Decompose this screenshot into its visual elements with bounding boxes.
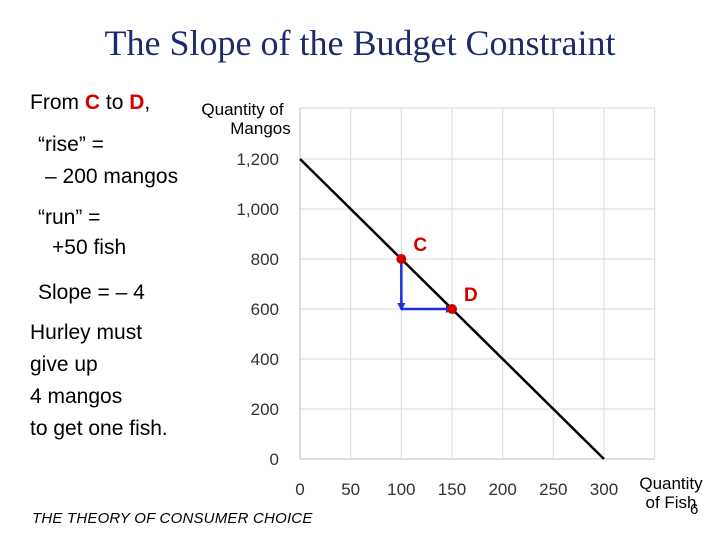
rise-line1: “rise” = xyxy=(38,133,104,156)
point-c-label: C xyxy=(413,235,427,256)
x-tick-label: 300 xyxy=(590,480,618,499)
from-c-to-d-text: From C to D, xyxy=(30,88,150,118)
y-tick-label: 400 xyxy=(251,350,279,369)
arrows xyxy=(397,259,454,313)
from-suffix: , xyxy=(144,91,151,114)
run-line2: +50 fish xyxy=(52,236,127,259)
slide-title: The Slope of the Budget Constraint xyxy=(104,23,616,63)
hurley-line1: Hurley must xyxy=(30,321,143,344)
x-axis-title-line1: Quantity xyxy=(639,474,703,493)
point-d-marker xyxy=(446,304,457,314)
y-axis-title-line1: Quantity of xyxy=(201,100,284,119)
rise-line2: – 200 mangos xyxy=(45,165,179,188)
slope-text: Slope = – 4 xyxy=(38,281,145,304)
point-d-ref: D xyxy=(129,91,145,114)
y-axis-title-line2: Mangos xyxy=(230,119,291,138)
point-d-label: D xyxy=(464,285,478,306)
page-number: 6 xyxy=(690,501,699,518)
footer-text: THE THEORY OF CONSUMER CHOICE xyxy=(32,510,313,527)
y-axis-title: Quantity of Mangos xyxy=(190,100,295,138)
hurley-line4: to get one fish. xyxy=(30,417,168,440)
x-tick-label: 0 xyxy=(295,480,304,499)
run-line1: “run” = xyxy=(38,206,101,229)
x-tick-labels: 0 50 100 150 200 250 300 xyxy=(295,480,618,499)
x-tick-label: 100 xyxy=(387,480,415,499)
y-tick-label: 1,200 xyxy=(236,150,279,169)
y-tick-label: 1,000 xyxy=(236,200,279,219)
points: CD xyxy=(396,235,478,314)
y-tick-label: 0 xyxy=(270,450,279,469)
x-tick-label: 150 xyxy=(438,480,466,499)
hurley-line2: give up xyxy=(30,353,98,376)
x-axis-title: Quantity of Fish xyxy=(628,474,714,512)
grid xyxy=(299,107,656,460)
y-tick-labels: 0 200 400 600 800 1,000 1,200 xyxy=(236,150,279,469)
point-c-marker xyxy=(396,254,407,264)
from-prefix: From xyxy=(30,91,79,114)
point-c-ref: C xyxy=(84,91,101,114)
from-mid: to xyxy=(105,91,124,114)
x-tick-label: 250 xyxy=(539,480,567,499)
x-axis-title-line2: of Fish xyxy=(645,493,697,512)
y-tick-label: 200 xyxy=(251,400,279,419)
hurley-line3: 4 mangos xyxy=(30,385,123,408)
y-tick-label: 800 xyxy=(251,250,279,269)
y-tick-label: 600 xyxy=(251,300,279,319)
x-tick-label: 50 xyxy=(341,480,360,499)
x-tick-label: 200 xyxy=(488,480,516,499)
